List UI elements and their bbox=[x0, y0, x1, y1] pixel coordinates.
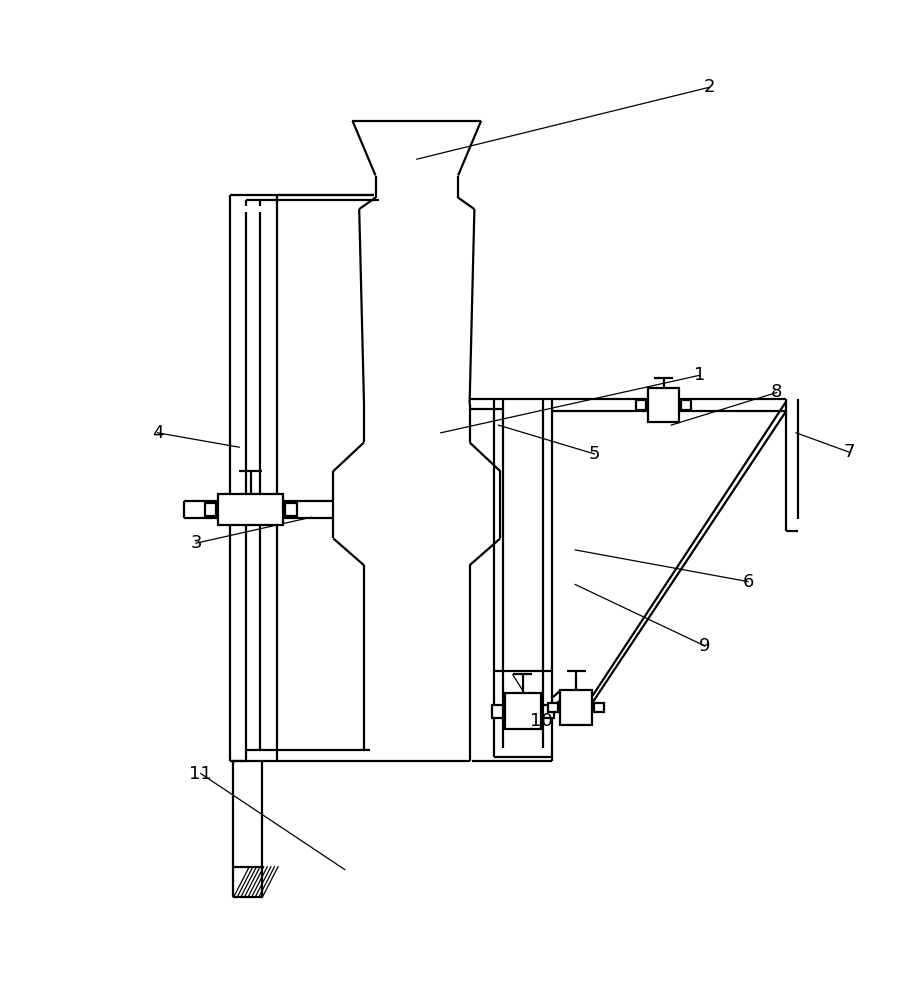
Bar bbox=[542, 705, 553, 718]
Bar bbox=[594, 703, 604, 712]
Text: 3: 3 bbox=[190, 534, 201, 552]
Text: 1: 1 bbox=[694, 366, 705, 384]
Text: 8: 8 bbox=[770, 383, 782, 401]
Text: 11: 11 bbox=[189, 765, 212, 783]
Text: 6: 6 bbox=[742, 573, 753, 591]
Text: 9: 9 bbox=[698, 637, 709, 655]
Bar bbox=[505, 693, 540, 729]
Bar bbox=[548, 703, 557, 712]
Bar bbox=[681, 400, 690, 410]
Text: 4: 4 bbox=[152, 424, 164, 442]
Text: 7: 7 bbox=[842, 443, 854, 461]
Text: 10: 10 bbox=[529, 712, 552, 730]
Bar bbox=[647, 388, 678, 422]
Text: 2: 2 bbox=[703, 78, 715, 96]
Text: 5: 5 bbox=[588, 445, 599, 463]
Bar bbox=[218, 494, 283, 525]
Bar bbox=[635, 400, 645, 410]
Bar bbox=[204, 503, 216, 516]
Bar bbox=[560, 690, 592, 725]
Bar bbox=[492, 705, 502, 718]
Bar bbox=[285, 503, 297, 516]
